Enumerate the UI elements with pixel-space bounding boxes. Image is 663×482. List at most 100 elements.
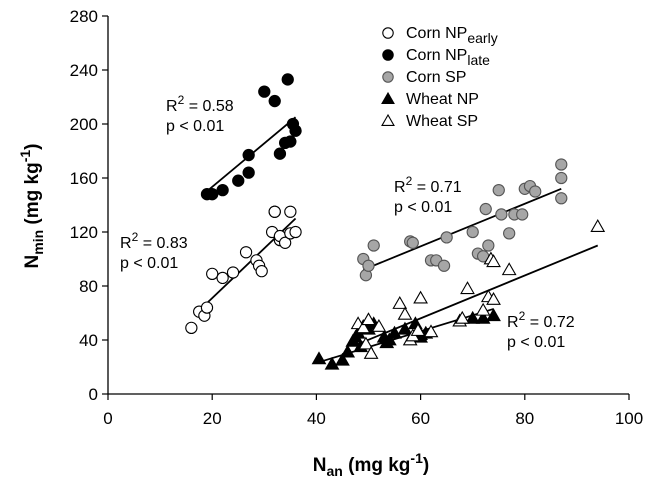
point-s0-7 <box>239 246 253 259</box>
point-s2-25 <box>555 158 568 171</box>
point-s4-11 <box>413 290 428 304</box>
y-axis-title-unit-end: ) <box>22 144 43 150</box>
point-s4-21 <box>501 262 517 276</box>
point-s1-2 <box>216 183 229 197</box>
x-tick-label-5: 100 <box>615 409 643 428</box>
annotations: R2 = 0.83 p < 0.01 R2 = 0.58 p < 0.01 R2 = 0… <box>120 93 575 351</box>
y-tick-label-1: 40 <box>79 331 98 350</box>
point-s2-2 <box>362 259 375 272</box>
r2-label-1: R2 = 0.58 <box>166 93 234 115</box>
point-s0-4 <box>206 267 219 280</box>
x-tick-label-2: 40 <box>307 409 326 428</box>
point-s1-4 <box>242 166 255 179</box>
point-s4-19 <box>486 291 501 305</box>
point-s1-3 <box>232 174 245 187</box>
point-s3-0 <box>311 351 327 365</box>
y-tick-label-7: 280 <box>70 7 98 26</box>
point-s0-13 <box>268 205 281 218</box>
p-label-1: p < 0.01 <box>166 118 224 135</box>
point-s2-17 <box>503 227 516 240</box>
point-s1-7 <box>268 94 281 108</box>
x-tick-label-0: 0 <box>103 409 112 428</box>
p-label-4: p < 0.01 <box>507 334 565 351</box>
point-s0-17 <box>284 205 297 218</box>
point-s3-2 <box>335 352 350 366</box>
point-s4-16 <box>475 302 491 316</box>
point-s3-20 <box>465 310 481 324</box>
point-s2-23 <box>555 171 568 185</box>
point-s3-15 <box>397 321 413 335</box>
point-s3-21 <box>475 310 491 324</box>
point-s2-3 <box>367 239 380 252</box>
legend-marker-1 <box>382 49 394 61</box>
point-s1-11 <box>284 135 297 148</box>
point-s4-14 <box>454 310 470 324</box>
point-s4-4 <box>363 345 379 359</box>
point-s4-7 <box>397 306 413 320</box>
point-s0-10 <box>255 264 268 278</box>
fit-line-2 <box>362 187 562 271</box>
point-s4-5 <box>371 318 387 332</box>
point-s2-24 <box>555 192 568 205</box>
point-s2-5 <box>406 236 419 249</box>
axes: 0 20 40 60 80 100 0 40 80 120 160 200 240 280 <box>70 7 644 428</box>
r2-label-4: R2 = 0.72 <box>507 309 575 331</box>
y-tick-label-4: 160 <box>70 169 98 188</box>
point-s0-0 <box>185 321 198 334</box>
point-s1-10 <box>281 73 294 86</box>
point-s0-16 <box>278 236 292 249</box>
x-axis-title-sub: an <box>327 463 343 479</box>
point-s4-1 <box>355 320 371 334</box>
point-s1-6 <box>258 85 271 98</box>
legend-marker-3 <box>381 91 395 105</box>
x-tick-label-3: 60 <box>411 409 430 428</box>
point-s2-9 <box>440 231 453 244</box>
point-s3-13 <box>381 332 397 346</box>
x-axis-title-main: N <box>313 455 327 476</box>
point-s4-15 <box>460 281 475 295</box>
r2-label-0: R2 = 0.83 <box>120 230 188 252</box>
legend-marker-4 <box>381 113 395 127</box>
x-axis-title-unit-end: ) <box>423 455 429 476</box>
point-s2-10 <box>466 225 479 239</box>
x-tick-label-4: 80 <box>515 409 534 428</box>
data-points <box>185 73 606 370</box>
point-s4-22 <box>590 219 606 232</box>
point-s3-14 <box>387 325 402 339</box>
point-s2-15 <box>492 183 505 197</box>
point-s1-1 <box>206 188 219 201</box>
x-tick-label-1: 20 <box>203 409 222 428</box>
legend-label-1: Corn NPlate <box>406 47 490 68</box>
point-s0-5 <box>216 271 229 285</box>
point-s3-22 <box>486 308 501 322</box>
point-s3-1 <box>324 356 340 370</box>
y-axis-title-sub: min <box>30 230 46 255</box>
point-s0-3 <box>200 301 214 314</box>
legend-label-3: Wheat NP <box>406 91 479 108</box>
y-tick-label-6: 240 <box>70 61 98 80</box>
point-s3-3 <box>340 344 356 358</box>
legend-label-4: Wheat SP <box>406 113 478 130</box>
point-s2-13 <box>479 202 492 216</box>
point-s1-13 <box>289 124 302 137</box>
point-s4-3 <box>361 312 376 326</box>
legend-marker-0 <box>382 27 394 39</box>
y-tick-label-5: 200 <box>70 115 98 134</box>
point-s0-6 <box>226 266 240 279</box>
legend-marker-2 <box>382 71 394 83</box>
point-s4-2 <box>358 336 374 350</box>
fit-line-4 <box>357 244 599 345</box>
x-axis-title-unit-sup: -1 <box>410 450 423 466</box>
y-tick-label-3: 120 <box>70 223 98 242</box>
point-s4-6 <box>392 296 408 309</box>
legend-label-0: Corn NPearly <box>406 25 498 46</box>
y-axis-title: Nmin (mg kg-1) <box>17 144 46 269</box>
point-s2-16 <box>495 208 508 221</box>
point-s4-10 <box>410 323 426 336</box>
y-axis-title-main: N <box>22 255 43 269</box>
point-s0-19 <box>289 225 302 239</box>
point-s2-14 <box>482 239 495 252</box>
point-s2-8 <box>437 259 451 272</box>
y-tick-label-0: 0 <box>89 385 98 404</box>
